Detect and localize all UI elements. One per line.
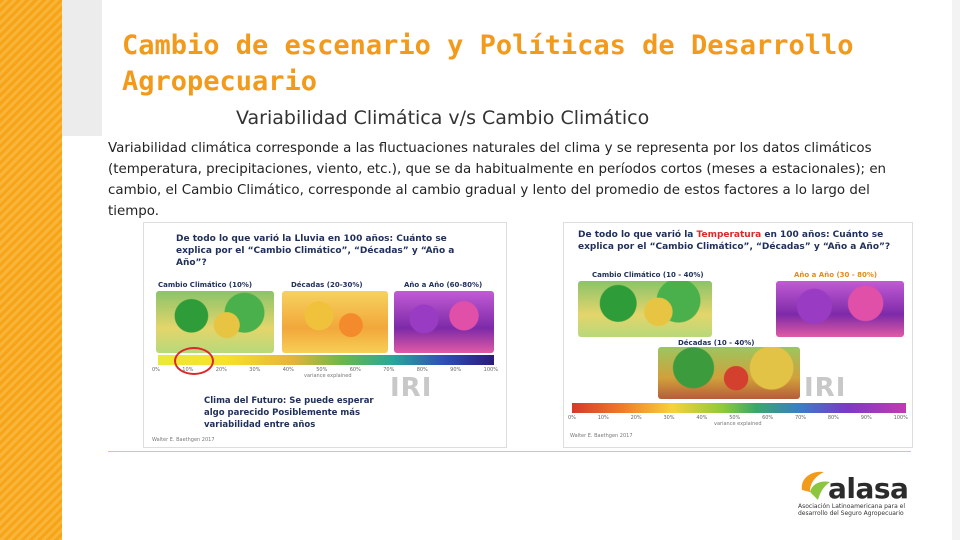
temperature-tick: 80% xyxy=(827,415,839,421)
temperature-label-year-to-year: Año a Año (30 - 80%) xyxy=(794,271,878,279)
temperature-tick: 60% xyxy=(762,415,774,421)
temperature-tick: 0% xyxy=(568,415,576,421)
temperature-scale-ticks: 0% 10% 20% 30% 40% 50% 60% 70% 80% 90% 1… xyxy=(568,415,908,421)
temperature-title-highlight: Temperatura xyxy=(696,230,762,240)
rainfall-label-year-to-year: Año a Año (60-80%) xyxy=(404,281,483,289)
temperature-tick: 50% xyxy=(729,415,741,421)
temperature-iri-watermark: IRI xyxy=(804,373,847,403)
rainfall-tick: 30% xyxy=(249,367,261,373)
temperature-map-year-to-year xyxy=(776,281,904,337)
title-panel xyxy=(62,0,102,136)
rainfall-credit: Walter E. Baethgen 2017 xyxy=(152,437,215,443)
temperature-label-climate-change: Cambio Climático (10 - 40%) xyxy=(592,271,704,279)
rainfall-figure-title: De todo lo que varió la Lluvia en 100 añ… xyxy=(176,234,455,268)
rainfall-tick: 70% xyxy=(383,367,395,373)
rainfall-tick: 50% xyxy=(316,367,328,373)
temperature-map-climate-change xyxy=(578,281,712,337)
right-edge-strip xyxy=(952,0,960,540)
alasa-logo-icon xyxy=(801,471,830,500)
temperature-tick: 20% xyxy=(630,415,642,421)
alasa-logo-wordmark: alasa xyxy=(828,472,909,505)
rainfall-tick: 100% xyxy=(483,367,498,373)
temperature-tick: 40% xyxy=(696,415,708,421)
temperature-color-scale xyxy=(572,403,906,413)
rainfall-label-climate-change: Cambio Climático (10%) xyxy=(158,281,253,289)
temperature-label-decades: Décadas (10 - 40%) xyxy=(678,339,755,347)
temperature-variance-figure: De todo lo que varió la Temperatura en 1… xyxy=(563,222,913,448)
temperature-credit: Walter E. Baethgen 2017 xyxy=(570,433,633,439)
rainfall-variance-figure: De todo lo que varió la Lluvia en 100 añ… xyxy=(143,222,507,448)
temperature-map-decades xyxy=(658,347,800,399)
rainfall-tick: 20% xyxy=(215,367,227,373)
rainfall-tick: 40% xyxy=(282,367,294,373)
temperature-scale-caption: variance explained xyxy=(714,421,762,427)
rainfall-future-note: Clima del Futuro: Se puede esperar algo … xyxy=(204,396,374,430)
rainfall-scale-ticks: 0% 10% 20% 30% 40% 50% 60% 70% 80% 90% 1… xyxy=(152,367,498,373)
rainfall-map-year-to-year xyxy=(394,291,494,353)
rainfall-map-climate-change xyxy=(156,291,274,353)
decorative-side-band xyxy=(0,0,62,540)
temperature-tick: 30% xyxy=(663,415,675,421)
temperature-tick: 10% xyxy=(597,415,609,421)
rainfall-highlight-circle xyxy=(174,347,214,375)
rainfall-map-decades xyxy=(282,291,388,353)
rainfall-color-scale xyxy=(158,355,494,365)
rainfall-tick: 90% xyxy=(450,367,462,373)
rainfall-tick: 0% xyxy=(152,367,160,373)
rainfall-tick: 80% xyxy=(416,367,428,373)
temperature-title-end: en 100 años: Cuánto se explica por el “C… xyxy=(578,230,891,252)
rainfall-tick: 60% xyxy=(349,367,361,373)
slide-body-text: Variabilidad climática corresponde a las… xyxy=(108,141,887,219)
footer-divider xyxy=(108,451,911,452)
temperature-figure-title: De todo lo que varió la Temperatura en 1… xyxy=(578,229,898,253)
slide-subtitle: Variabilidad Climática v/s Cambio Climát… xyxy=(236,107,650,129)
rainfall-scale-caption: variance explained xyxy=(304,373,352,379)
temperature-tick: 100% xyxy=(893,415,908,421)
temperature-tick: 70% xyxy=(794,415,807,421)
slide-title: Cambio de escenario y Políticas de Desar… xyxy=(122,30,854,97)
alasa-logo-tagline: Asociación Latinoamericana para el desar… xyxy=(798,503,906,517)
temperature-title-start: De todo lo que varió la xyxy=(578,230,697,240)
rainfall-label-decades: Décadas (20-30%) xyxy=(291,281,363,289)
temperature-tick: 90% xyxy=(860,415,872,421)
rainfall-tick: 10% xyxy=(182,367,194,373)
rainfall-iri-watermark: IRI xyxy=(390,373,433,403)
